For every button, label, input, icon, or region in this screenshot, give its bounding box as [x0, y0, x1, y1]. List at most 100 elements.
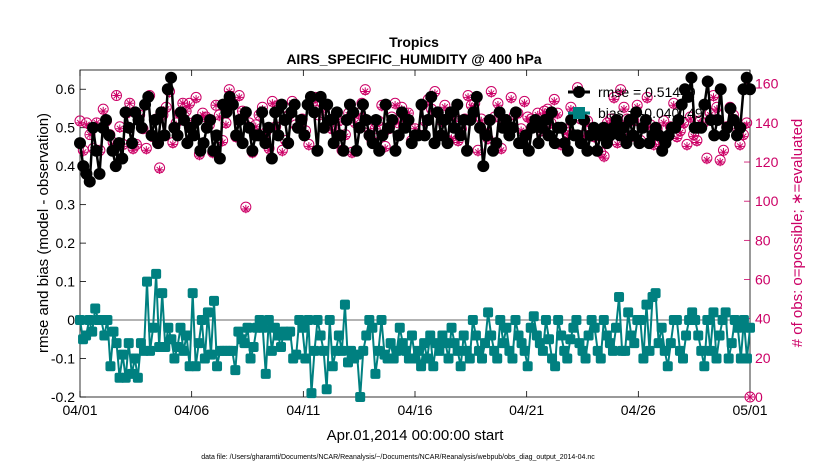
bias-point: [687, 307, 698, 318]
rmse-point: [83, 175, 96, 188]
bias-point: [528, 311, 539, 322]
obs-evaluated-point: [155, 165, 164, 175]
obs-evaluated-point: [185, 101, 194, 110]
bias-point: [443, 353, 454, 364]
bias-point: [87, 326, 98, 337]
obs-evaluated-point: [606, 116, 615, 126]
rmse-point: [311, 144, 324, 157]
bias-point: [181, 330, 192, 341]
rmse-point: [740, 71, 753, 84]
rmse-point: [422, 114, 435, 127]
rmse-point: [591, 144, 604, 157]
bias-point: [452, 345, 463, 356]
rmse-point: [633, 137, 646, 150]
rmse-point: [467, 106, 480, 119]
bias-point: [738, 315, 749, 326]
obs-evaluated-point: [390, 101, 400, 110]
rmse-point: [298, 129, 311, 142]
bias-point: [653, 338, 664, 349]
obs-evaluated-point: [487, 89, 496, 98]
x-tick-label: 04/01: [62, 402, 97, 418]
obs-evaluated-point: [264, 146, 274, 155]
bias-point: [358, 345, 369, 356]
rmse-point: [461, 144, 474, 157]
bias-point: [504, 345, 515, 356]
bias-point: [486, 330, 497, 341]
obs-evaluated-point: [178, 99, 188, 108]
rmse-point: [116, 152, 129, 165]
obs-evaluated-point: [125, 99, 134, 108]
obs-evaluated-point: [566, 104, 576, 114]
bias-point: [553, 315, 564, 326]
bias-point: [544, 334, 554, 345]
bias-point: [477, 353, 487, 364]
bias-point: [309, 345, 320, 356]
rmse-point: [483, 114, 496, 127]
bias-point: [592, 345, 603, 356]
obs-evaluated-point: [540, 108, 549, 118]
rmse-point: [103, 129, 116, 142]
rmse-point: [74, 137, 86, 150]
rmse-point: [356, 98, 369, 111]
bias-point: [157, 288, 168, 299]
rmse-point: [441, 137, 454, 150]
bias-point: [123, 338, 134, 349]
bias-point: [202, 307, 213, 318]
obs-evaluated-point: [380, 144, 390, 153]
bias-point: [565, 334, 576, 345]
bias-point: [297, 322, 308, 333]
obs-evaluated-point: [715, 157, 725, 167]
y2-tick-label: 140: [755, 115, 779, 131]
obs-evaluated-point: [271, 124, 280, 133]
rmse-point: [282, 137, 295, 150]
rmse-point: [490, 137, 503, 150]
bias-point: [190, 361, 201, 372]
bias-point: [428, 361, 439, 372]
rmse-point: [714, 83, 727, 96]
bias-point: [166, 334, 177, 345]
obs-evaluated-point: [251, 122, 260, 131]
obs-evaluated-point: [745, 392, 755, 402]
obs-evaluated-point: [79, 148, 88, 157]
obs-evaluated-point: [686, 114, 695, 124]
y-tick-label: 0.6: [56, 81, 76, 97]
obs-evaluated-point: [128, 146, 138, 155]
rmse-point: [379, 98, 392, 111]
bias-point: [473, 345, 484, 356]
obs-evaluated-point: [550, 97, 559, 106]
bias-point: [413, 345, 424, 356]
rmse-point: [561, 144, 574, 157]
bias-point: [693, 330, 704, 341]
rmse-point: [295, 114, 308, 127]
bias-point: [516, 338, 527, 349]
obs-evaluated-point: [609, 95, 619, 104]
bias-point: [741, 353, 752, 364]
rmse-point: [142, 90, 155, 103]
obs-evaluated-point: [497, 146, 506, 155]
bias-point: [574, 338, 585, 349]
bias-point: [562, 353, 573, 364]
x-tick-label: 04/26: [621, 402, 656, 418]
rmse-point: [288, 98, 301, 111]
bias-point: [285, 326, 296, 337]
rmse-point: [213, 152, 226, 165]
bias-point: [108, 326, 119, 337]
bias-point: [151, 268, 162, 279]
obs-evaluated-point: [689, 132, 698, 141]
rmse-point: [126, 137, 139, 150]
bias-point: [419, 338, 430, 349]
rmse-point: [337, 144, 350, 157]
rmse-point: [256, 106, 269, 119]
obs-evaluated-point: [619, 104, 629, 114]
bias-point: [145, 345, 156, 356]
rmse-point: [304, 90, 317, 103]
bias-point: [681, 330, 692, 341]
bias-point: [254, 315, 265, 326]
bias-point: [540, 315, 551, 326]
rmse-point: [246, 144, 259, 157]
bias-point: [406, 330, 417, 341]
bias-point: [708, 307, 719, 318]
bias-point: [717, 315, 728, 326]
chart-subtitle: AIRS_SPECIFIC_HUMIDITY @ 400 hPa: [286, 51, 542, 67]
rmse-point: [321, 98, 334, 111]
